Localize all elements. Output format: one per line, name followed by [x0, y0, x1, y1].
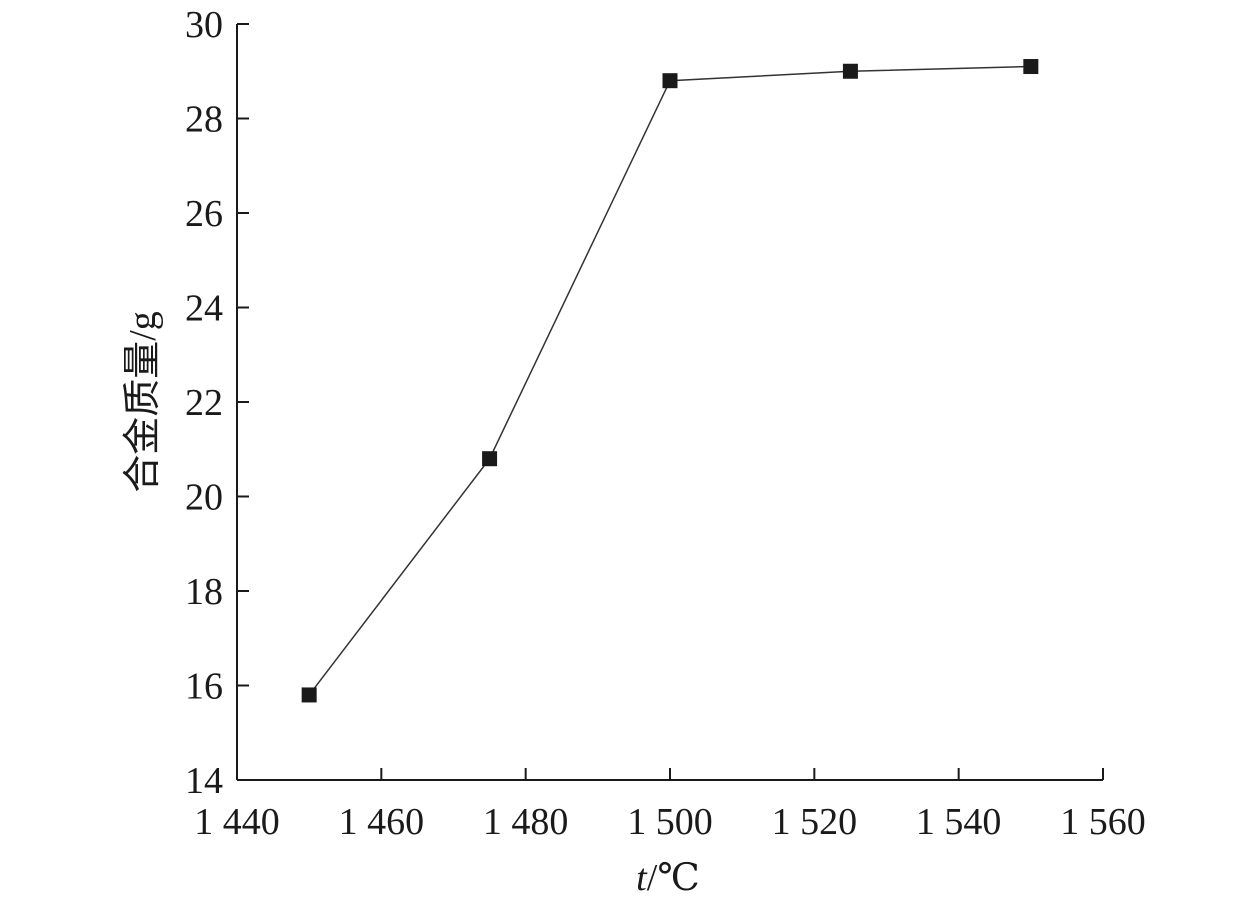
- x-tick-label: 1 480: [483, 801, 569, 843]
- x-axis-title: t/℃: [636, 857, 700, 899]
- x-tick-label: 1 540: [916, 801, 1002, 843]
- data-point-marker: [482, 451, 498, 467]
- y-axis-title: 合金质量/g: [122, 311, 164, 493]
- y-tick-label: 28: [185, 99, 223, 141]
- data-point-marker: [662, 73, 678, 89]
- y-tick-label: 22: [185, 382, 223, 424]
- y-tick-label: 16: [185, 666, 223, 708]
- x-tick-label: 1 440: [194, 801, 280, 843]
- x-tick-label: 1 460: [339, 801, 425, 843]
- data-point-marker: [1023, 59, 1039, 75]
- y-tick-label: 24: [185, 288, 223, 330]
- y-tick-label: 18: [185, 571, 223, 613]
- series-layer: [301, 59, 1039, 703]
- x-tick-label: 1 520: [772, 801, 858, 843]
- series-line: [308, 65, 1031, 696]
- axis-titles: t/℃ 合金质量/g: [122, 311, 700, 899]
- y-tick-label: 30: [185, 4, 223, 46]
- y-tick-label: 26: [185, 193, 223, 235]
- axes: [236, 24, 1103, 781]
- y-tick-label: 14: [185, 760, 223, 802]
- x-tick-label: 1 500: [627, 801, 713, 843]
- data-point-marker: [842, 63, 858, 79]
- y-tick-label: 20: [185, 477, 223, 519]
- ticks: 14 16 18 20 22 24 26 28 30 1 440 1 460 1 480 1 500 1 …: [185, 4, 1146, 843]
- x-tick-label: 1 560: [1060, 801, 1146, 843]
- x-axis-unit: /℃: [647, 857, 700, 899]
- data-point-marker: [301, 687, 317, 703]
- x-axis-variable: t: [636, 857, 648, 899]
